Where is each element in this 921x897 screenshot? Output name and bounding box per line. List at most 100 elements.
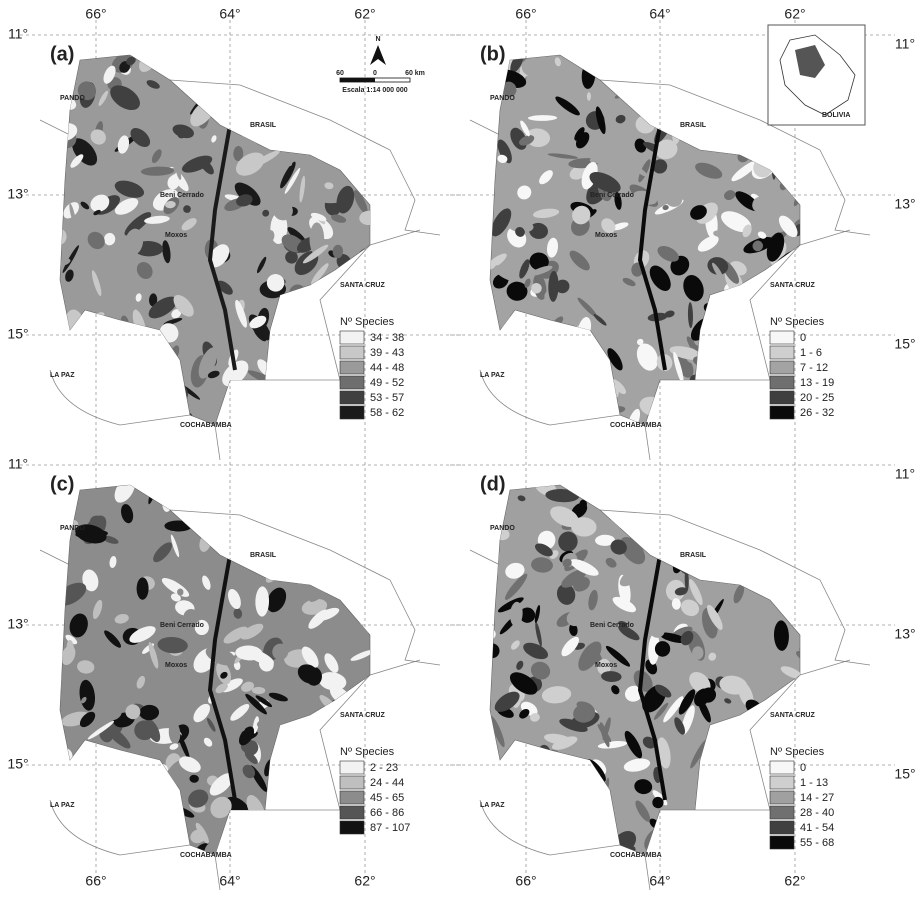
habitat-patch [351,256,370,275]
habitat-patch [724,297,738,312]
habitat-patch [790,593,797,608]
legend-entry: 41 - 54 [800,822,834,834]
latitude-label: 13° [894,626,915,642]
habitat-patch [311,538,330,561]
place-label: Moxos [595,662,617,669]
habitat-patch [723,69,733,80]
legend-entry: 1 - 6 [800,347,822,359]
habitat-patch [336,575,364,600]
habitat-patch [675,44,700,76]
habitat-patch [312,136,331,154]
habitat-patch [83,741,101,773]
habitat-patch [150,844,177,864]
legend-entry: 45 - 65 [370,792,404,804]
habitat-patch [340,840,362,859]
habitat-patch [759,74,768,83]
legend-swatch [770,361,794,374]
habitat-patch [311,790,335,805]
habitat-patch [559,396,594,415]
legend-entry: 53 - 57 [370,392,404,404]
habitat-patch [689,130,708,145]
legend-entry: 55 - 68 [800,837,834,849]
legend-swatch [770,406,794,419]
longitude-label: 64° [219,873,240,889]
habitat-patch [743,76,754,90]
habitat-patch [681,480,705,504]
habitat-patch [299,485,321,517]
habitat-patch [311,335,320,344]
habitat-patch [56,833,77,847]
habitat-patch [697,832,729,864]
habitat-patch [257,530,269,542]
habitat-patch [755,381,766,391]
habitat-patch [374,249,384,261]
legend-title: Nº Species [340,316,395,328]
habitat-patch [723,750,742,763]
habitat-patch [122,812,137,828]
habitat-patch [715,344,730,359]
habitat-patch [704,399,734,437]
habitat-patch [678,72,699,80]
legend-entry: 58 - 62 [370,407,404,419]
latitude-label: 15° [7,326,28,342]
habitat-patch [733,373,763,404]
place-label: LA PAZ [480,372,505,379]
place-label: Beni Cerrado [160,622,204,629]
panel-label: (a) [50,43,74,65]
habitat-patch [219,107,231,126]
habitat-patch [108,840,128,862]
habitat-patch [317,373,336,390]
habitat-patch [713,791,733,811]
habitat-patch [295,522,317,542]
legend-entry: 2 - 23 [370,762,398,774]
habitat-patch [366,120,383,140]
legend-swatch [770,391,794,404]
habitat-patch [710,541,734,563]
habitat-patch [263,72,282,87]
habitat-patch [669,89,677,122]
latitude-label: 15° [894,766,915,782]
longitude-label: 66° [515,873,536,889]
habitat-patch [530,329,559,348]
legend-swatch [340,331,364,344]
habitat-patch [584,815,601,834]
habitat-patch [695,365,715,397]
habitat-patch [743,74,767,105]
habitat-patch [623,474,640,508]
legend-title: Nº Species [770,316,825,328]
legend-entry: 24 - 44 [370,777,404,789]
place-label: LA PAZ [50,372,75,379]
habitat-patch [558,779,590,789]
habitat-patch [669,827,680,852]
legend-swatch [340,376,364,389]
latitude-label: 13° [7,616,28,632]
habitat-patch [659,824,688,857]
habitat-patch [117,828,127,835]
habitat-patch [303,300,326,333]
habitat-patch [72,353,91,380]
habitat-patch [154,812,176,829]
habitat-patch [669,814,698,843]
panel-label: (d) [480,473,506,495]
latitude-label: 11° [895,36,915,52]
place-label: COCHABAMBA [610,852,662,859]
habitat-patch [724,130,752,152]
longitude-label: 64° [649,6,670,22]
legend-swatch [340,391,364,404]
habitat-patch [206,495,218,509]
habitat-patch [779,518,802,540]
habitat-patch [786,531,796,541]
habitat-patch [308,77,327,111]
habitat-patch [79,836,111,872]
habitat-patch [173,484,191,508]
longitude-label: 64° [219,6,240,22]
north-label: N [375,36,380,43]
legend-swatch [770,806,794,819]
panel-label: (b) [480,43,506,65]
habitat-patch [214,506,237,537]
habitat-patch [693,129,705,138]
legend-swatch [770,776,794,789]
legend-swatch [770,346,794,359]
habitat-patch [701,76,723,92]
habitat-patch [616,54,633,66]
